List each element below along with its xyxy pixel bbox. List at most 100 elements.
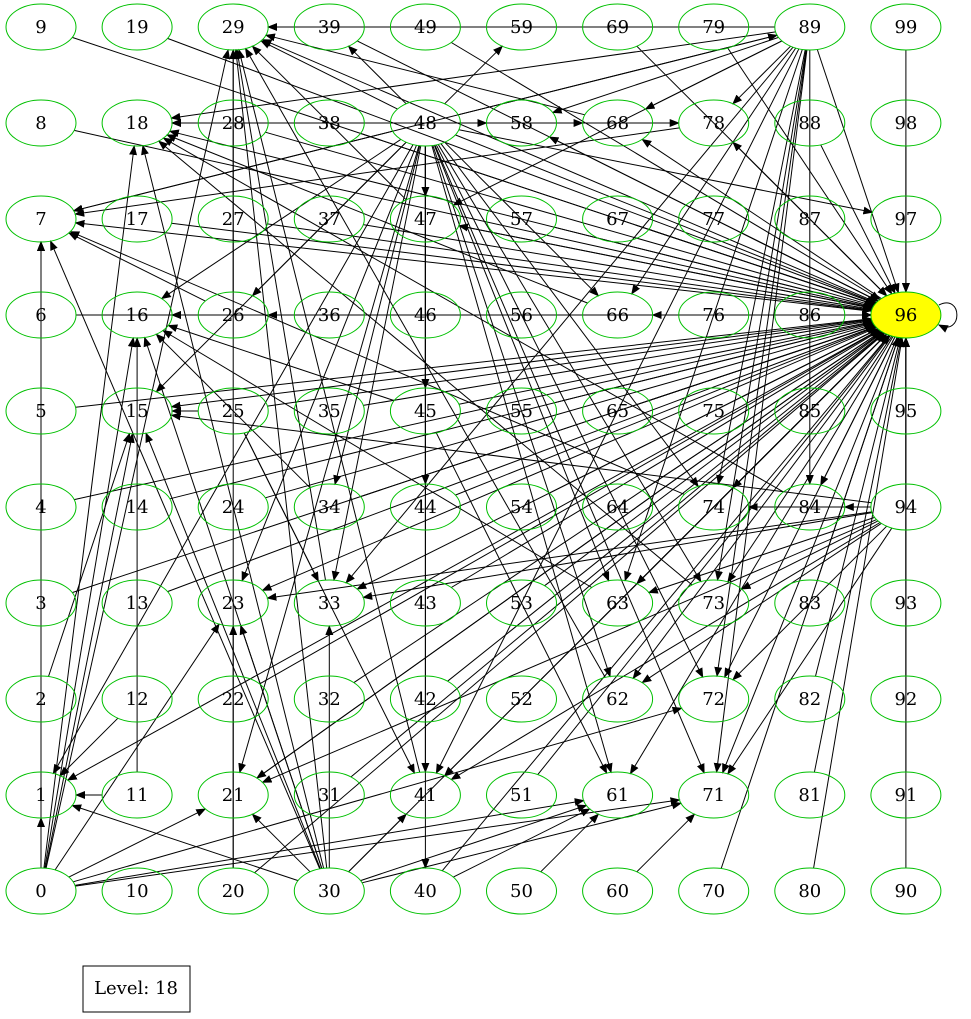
edge-0-16: [44, 336, 136, 869]
node-label: 32: [318, 689, 341, 710]
node-ellipse: [678, 579, 750, 627]
edge-66-18: [166, 134, 588, 304]
node-label: 56: [510, 305, 533, 326]
node-ellipse: [101, 579, 173, 627]
node-label: 17: [126, 209, 149, 230]
graph-node-28: 28: [197, 99, 269, 147]
graph-node-25: 25: [197, 387, 269, 435]
level-label: Level: 18: [94, 978, 178, 999]
node-label: 21: [222, 785, 245, 806]
node-ellipse: [389, 771, 461, 819]
node-label: 10: [126, 881, 149, 902]
node-label: 25: [222, 401, 245, 422]
node-ellipse: [101, 291, 173, 339]
node-ellipse: [582, 675, 654, 723]
edge-96-1: [66, 329, 880, 781]
node-ellipse: [5, 579, 77, 627]
edge-layer: [37, 23, 958, 887]
node-ellipse: [197, 195, 269, 243]
node-label: 81: [798, 785, 821, 806]
edge-68-29: [264, 33, 586, 116]
node-ellipse: [293, 483, 365, 531]
graph-node-80: 80: [774, 867, 846, 915]
node-ellipse: [293, 675, 365, 723]
node-label: 24: [222, 497, 245, 518]
graph-node-18: 18: [101, 99, 173, 147]
node-label: 73: [702, 593, 725, 614]
graph-node-26: 26: [197, 291, 269, 339]
node-ellipse: [389, 99, 461, 147]
node-label: 20: [222, 881, 245, 902]
node-label: 63: [606, 593, 629, 614]
node-label: 2: [35, 689, 46, 710]
node-label: 94: [894, 497, 917, 518]
edge-96-62: [632, 335, 891, 680]
node-label: 22: [222, 689, 245, 710]
node-label: 69: [606, 17, 629, 38]
edge-53-96: [544, 331, 884, 587]
edge-96-78: [732, 141, 888, 297]
graph-node-16: 16: [101, 291, 173, 339]
node-ellipse: [5, 387, 77, 435]
graph-node-85: 85: [774, 387, 846, 435]
node-label: 34: [318, 497, 341, 518]
graph-node-90: 90: [870, 867, 942, 915]
graph-node-72: 72: [678, 675, 750, 723]
edge-94-71: [727, 527, 893, 775]
node-label: 71: [702, 785, 725, 806]
node-ellipse: [678, 195, 750, 243]
node-label: 30: [318, 881, 341, 902]
graph-node-0: 0: [5, 867, 77, 915]
graph-node-95: 95: [870, 387, 942, 435]
edge-48-1: [52, 144, 414, 775]
node-ellipse: [582, 3, 654, 51]
node-label: 7: [35, 209, 46, 230]
node-ellipse: [870, 867, 942, 915]
node-label: 72: [702, 689, 725, 710]
graph-node-99: 99: [870, 3, 942, 51]
node-label: 51: [510, 785, 533, 806]
graph-node-23: 23: [197, 579, 269, 627]
edge-96-61: [629, 336, 894, 775]
edge-33-29: [234, 48, 326, 581]
edge-96-71: [722, 337, 898, 774]
graph-node-4: 4: [5, 483, 77, 531]
edge-25-41: [243, 432, 415, 775]
node-ellipse: [101, 195, 173, 243]
edge-0-72: [72, 706, 683, 883]
graph-node-83: 83: [774, 579, 846, 627]
edge-96-15: [170, 318, 872, 410]
node-label: 61: [606, 785, 629, 806]
node-ellipse: [389, 675, 461, 723]
node-label: 75: [702, 401, 725, 422]
node-ellipse: [774, 867, 846, 915]
node-label: 38: [318, 113, 341, 134]
level-legend: Level: 18: [82, 965, 191, 1013]
node-ellipse: [293, 867, 365, 915]
node-label: 62: [606, 689, 629, 710]
graph-node-46: 46: [389, 291, 461, 339]
edge-94-72: [732, 525, 888, 681]
graph-node-24: 24: [197, 483, 269, 531]
node-label: 98: [894, 113, 917, 134]
node-ellipse: [293, 3, 365, 51]
edge-96-73: [727, 335, 893, 583]
edge-96-96: [938, 302, 958, 333]
node-ellipse: [5, 99, 77, 147]
node-ellipse: [582, 195, 654, 243]
node-label: 53: [510, 593, 533, 614]
node-label: 76: [702, 305, 725, 326]
node-ellipse: [389, 867, 461, 915]
graph-node-20: 20: [197, 867, 269, 915]
node-ellipse: [870, 291, 942, 339]
edge-96-18: [168, 129, 874, 308]
node-label: 18: [126, 113, 149, 134]
graph-node-40: 40: [389, 867, 461, 915]
node-ellipse: [5, 291, 77, 339]
node-ellipse: [870, 195, 942, 243]
node-ellipse: [101, 483, 173, 531]
node-label: 33: [318, 593, 341, 614]
edge-80-96: [813, 336, 905, 869]
graph-node-3: 3: [5, 579, 77, 627]
graph-node-47: 47: [389, 195, 461, 243]
